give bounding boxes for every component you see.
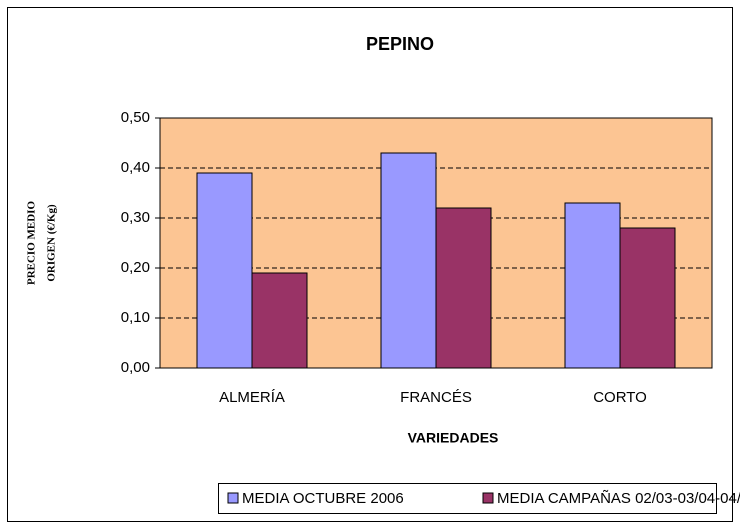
x-tick-label: FRANCÉS bbox=[400, 389, 472, 406]
y-axis-title: PRECIO MEDIO bbox=[26, 201, 38, 285]
bar bbox=[435, 207, 492, 369]
bar bbox=[251, 272, 308, 369]
bar bbox=[564, 202, 621, 369]
y-tick-label: 0,30 bbox=[121, 209, 150, 226]
y-tick-label: 0,40 bbox=[121, 159, 150, 176]
y-tick-label: 0,50 bbox=[121, 109, 150, 126]
legend-swatch bbox=[227, 492, 239, 504]
bar bbox=[380, 152, 437, 369]
plot-border bbox=[159, 117, 713, 369]
legend-swatch bbox=[482, 492, 494, 504]
y-tick-label: 0,00 bbox=[121, 359, 150, 376]
bar bbox=[619, 227, 676, 369]
y-tick-label: 0,10 bbox=[121, 309, 150, 326]
x-axis-title: VARIEDADES bbox=[408, 430, 499, 446]
y-axis-title: ORIGEN (€/Kg) bbox=[46, 204, 58, 282]
x-tick-label: CORTO bbox=[593, 389, 647, 406]
y-tick-label: 0,20 bbox=[121, 259, 150, 276]
bar bbox=[196, 172, 253, 369]
legend-label: MEDIA OCTUBRE 2006 bbox=[242, 490, 404, 507]
legend-box bbox=[218, 483, 717, 514]
chart-title: PEPINO bbox=[366, 34, 434, 54]
legend-label: MEDIA CAMPAÑAS 02/03-03/04-04/05 bbox=[497, 490, 740, 507]
x-tick-label: ALMERÍA bbox=[219, 389, 285, 406]
